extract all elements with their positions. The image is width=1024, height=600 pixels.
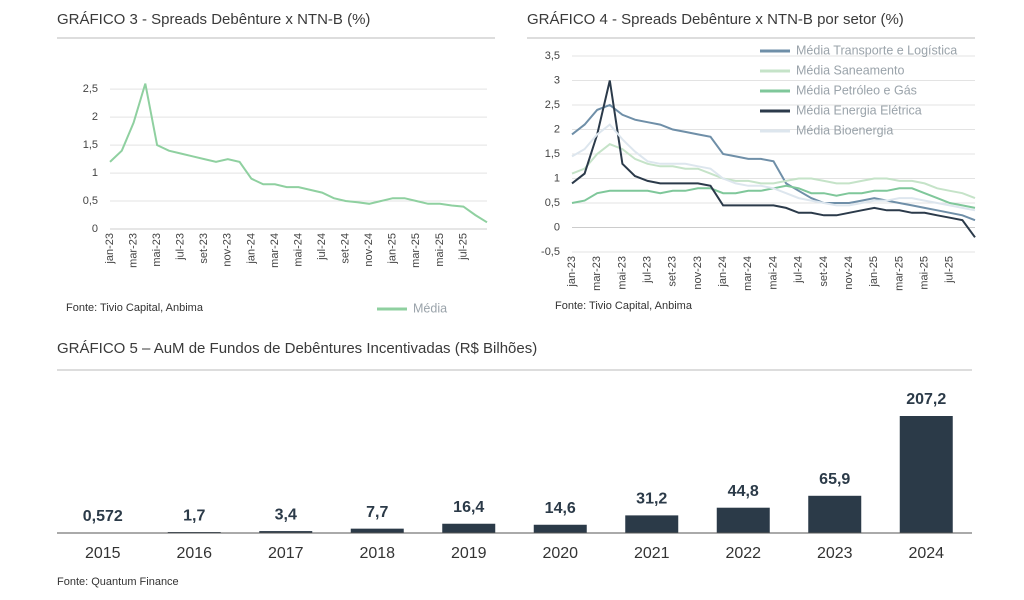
x-tick-label: mar-24 [269, 233, 281, 268]
x-tick-label: jan-23 [566, 256, 578, 288]
y-tick-label: 3,5 [545, 50, 560, 62]
source: Fonte: Tivio Capital, Anbima [555, 300, 693, 312]
x-tick-label: jan-24 [717, 256, 729, 288]
legend-label: Média Saneamento [796, 63, 904, 77]
x-tick-label: mai-23 [616, 256, 628, 290]
series-line [109, 83, 488, 224]
x-tick-label: mar-24 [742, 256, 754, 291]
x-tick-label: 2017 [268, 545, 304, 562]
y-tick-label: 0 [554, 221, 560, 233]
series-line [571, 123, 976, 212]
y-tick-label: 1,5 [545, 148, 560, 160]
x-tick-label: nov-23 [222, 233, 234, 267]
value-label: 3,4 [275, 506, 297, 523]
bar [442, 523, 496, 533]
chart-title: GRÁFICO 4 - Spreads Debênture x NTN-B po… [527, 11, 904, 28]
bar [259, 531, 313, 533]
x-tick-label: 2016 [176, 545, 212, 562]
x-tick-label: jul-25 [944, 256, 956, 284]
legend-label: Média Transporte e Logística [796, 43, 957, 57]
y-tick-label: 1 [92, 167, 98, 179]
legend-label: Média Energia Elétrica [796, 103, 922, 117]
x-tick-label: mai-24 [292, 233, 304, 267]
x-tick-label: 2023 [817, 545, 853, 562]
x-tick-label: 2015 [85, 545, 121, 562]
x-tick-label: jul-23 [641, 256, 653, 284]
x-tick-label: jul-24 [316, 233, 328, 261]
legend-label: Média Petróleo e Gás [796, 83, 917, 97]
x-tick-label: 2020 [542, 545, 578, 562]
legend-label: Média Bioenergia [796, 123, 893, 137]
series-line [571, 143, 976, 200]
x-tick-label: nov-23 [692, 256, 704, 290]
y-tick-label: 2,5 [545, 99, 560, 111]
value-label: 1,7 [183, 507, 205, 524]
y-tick-label: 2 [92, 111, 98, 123]
value-label: 7,7 [366, 504, 388, 521]
x-tick-label: 2024 [908, 545, 944, 562]
x-tick-label: mar-23 [591, 256, 603, 291]
chart-title: GRÁFICO 5 – AuM de Fundos de Debêntures … [57, 340, 537, 357]
x-tick-label: 2019 [451, 545, 487, 562]
x-tick-label: 2018 [359, 545, 395, 562]
y-tick-label: 1,5 [83, 139, 98, 151]
x-tick-label: mar-23 [127, 233, 139, 268]
x-tick-label: jul-25 [457, 233, 469, 261]
x-tick-label: mai-25 [919, 256, 931, 290]
x-tick-label: jan-23 [104, 233, 116, 265]
x-tick-label: mai-24 [767, 256, 779, 290]
bar [625, 515, 679, 533]
y-tick-label: 3 [554, 74, 560, 86]
y-tick-label: 0,5 [83, 195, 98, 207]
x-tick-label: set-23 [667, 256, 679, 287]
x-tick-label: 2021 [634, 545, 670, 562]
source: Fonte: Quantum Finance [57, 576, 179, 588]
value-label: 44,8 [728, 483, 759, 500]
x-tick-label: mai-23 [151, 233, 163, 267]
y-tick-label: 1 [554, 172, 560, 184]
x-tick-label: jan-25 [387, 233, 399, 265]
bar [716, 507, 770, 533]
bar [533, 524, 587, 533]
x-tick-label: 2022 [725, 545, 761, 562]
value-label: 14,6 [545, 500, 576, 517]
source: Fonte: Tivio Capital, Anbima [66, 302, 204, 314]
value-label: 65,9 [819, 471, 850, 488]
x-tick-label: nov-24 [843, 256, 855, 290]
y-tick-label: 0,5 [545, 197, 560, 209]
value-label: 0,572 [83, 508, 123, 525]
x-tick-label: jul-24 [793, 256, 805, 284]
y-tick-label: 0 [92, 223, 98, 235]
y-tick-label: 2,5 [83, 83, 98, 95]
bar [899, 416, 953, 533]
x-tick-label: jan-25 [868, 256, 880, 288]
bar [350, 528, 404, 533]
value-label: 31,2 [636, 491, 667, 508]
x-tick-label: nov-24 [363, 233, 375, 267]
bar [808, 495, 862, 533]
value-label: 207,2 [906, 391, 946, 408]
value-label: 16,4 [453, 499, 484, 516]
x-tick-label: set-23 [198, 233, 210, 264]
x-tick-label: mar-25 [893, 256, 905, 291]
y-tick-label: -0,5 [541, 246, 560, 258]
x-tick-label: jul-23 [175, 233, 187, 261]
x-tick-label: mar-25 [410, 233, 422, 268]
y-tick-label: 2 [554, 123, 560, 135]
legend-label: Média [413, 301, 447, 315]
x-tick-label: mai-25 [434, 233, 446, 267]
series-line [571, 103, 976, 222]
x-tick-label: set-24 [818, 256, 830, 287]
series-line [571, 80, 976, 238]
chart-title: GRÁFICO 3 - Spreads Debênture x NTN-B (%… [57, 11, 370, 28]
x-tick-label: set-24 [340, 233, 352, 264]
x-tick-label: jan-24 [245, 233, 257, 265]
